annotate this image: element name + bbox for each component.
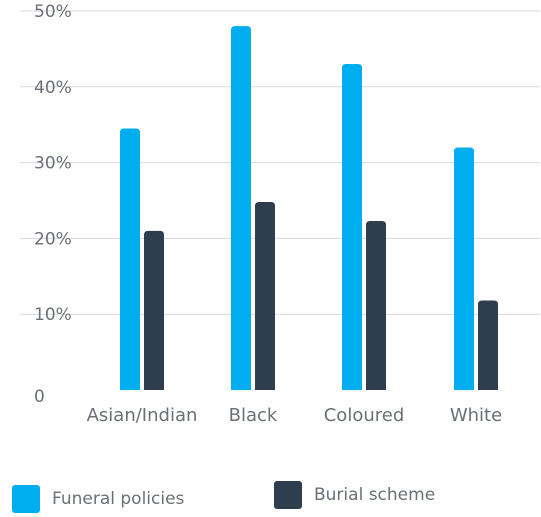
bar-burial-scheme-asian-indian [144, 230, 164, 390]
legend-label-burial-scheme: Burial scheme [314, 485, 436, 505]
legend-label-funeral-policies: Funeral policies [52, 489, 185, 509]
legend-swatch-funeral-policies [12, 485, 40, 513]
legend-item-burial-scheme: Burial scheme [274, 480, 435, 510]
y-tick-label: 50% [34, 2, 72, 22]
bar-funeral-policies-asian-indian [120, 128, 140, 391]
y-tick-label: 10% [34, 305, 72, 325]
bar-chart: 0 10% 20% 30% 40% 50% Asian/Indian Black Colour… [20, 2, 540, 426]
bar-burial-scheme-white [478, 300, 498, 390]
bar-funeral-policies-black [231, 26, 251, 390]
x-category-label: Coloured [324, 405, 405, 426]
bar-funeral-policies-white [454, 147, 474, 390]
x-category-label: Asian/Indian [87, 405, 198, 426]
gridlines [20, 10, 540, 315]
x-category-label: Black [229, 405, 278, 426]
x-axis-category-labels: Asian/Indian Black Coloured White [87, 405, 503, 426]
bar-burial-scheme-coloured [366, 220, 386, 390]
bar-funeral-policies-coloured [342, 64, 362, 390]
y-axis-tick-labels: 0 10% 20% 30% 40% 50% [34, 2, 72, 407]
y-tick-label: 40% [34, 78, 72, 98]
x-category-label: White [450, 405, 502, 426]
legend-item-funeral-policies: Funeral policies [12, 484, 184, 514]
bars [120, 26, 498, 391]
legend-swatch-burial-scheme [274, 481, 302, 509]
y-tick-label: 30% [34, 154, 72, 174]
bar-burial-scheme-black [255, 202, 275, 390]
y-tick-label: 20% [34, 229, 72, 249]
y-tick-label: 0 [34, 387, 45, 407]
